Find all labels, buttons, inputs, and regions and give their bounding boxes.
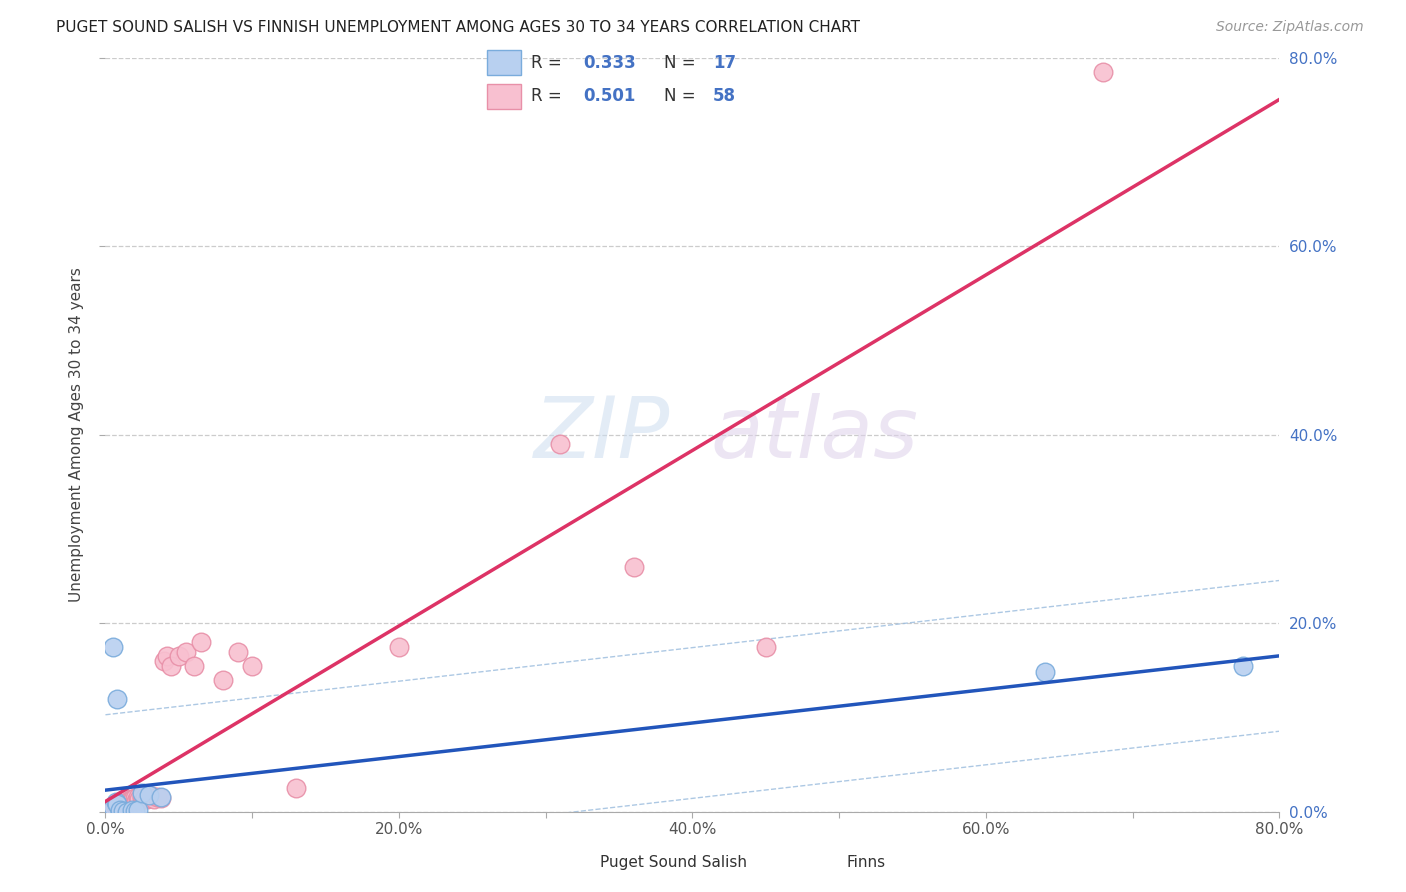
Point (174, 644, 197, 658)
Text: Finns: Finns (846, 855, 886, 870)
Point (101, 800, 124, 814)
Text: Source: ZipAtlas.com: Source: ZipAtlas.com (1216, 20, 1364, 34)
Point (121, 791, 143, 805)
Y-axis label: Unemployment Among Ages 30 to 34 years: Unemployment Among Ages 30 to 34 years (69, 268, 84, 602)
Point (114, 794, 136, 808)
Point (105, 801, 128, 815)
Point (108, 802, 131, 816)
Point (114, 797, 136, 812)
Point (150, 789, 173, 804)
Point (150, 790, 173, 805)
Point (226, 644, 249, 658)
Point (388, 640, 411, 654)
Point (112, 796, 135, 810)
Point (623, 559, 645, 574)
Point (211, 673, 233, 687)
Point (190, 635, 212, 649)
Point (100, 801, 122, 815)
Bar (488, 50, 522, 75)
Bar (488, 84, 522, 109)
Point (121, 803, 143, 817)
Text: 0.333: 0.333 (583, 54, 636, 71)
Text: 0.501: 0.501 (583, 87, 636, 105)
Point (101, 640, 124, 654)
Point (138, 788, 160, 802)
Point (108, 797, 131, 812)
Point (104, 795, 127, 809)
Point (153, 654, 176, 668)
Point (120, 793, 142, 807)
Point (122, 792, 145, 806)
Point (104, 797, 127, 812)
Point (1033, 665, 1056, 680)
Point (167, 649, 190, 664)
Point (128, 792, 150, 806)
Point (142, 791, 165, 805)
Point (121, 795, 143, 809)
Point (146, 789, 169, 804)
Text: N =: N = (664, 87, 700, 105)
Point (124, 790, 146, 805)
Point (755, 640, 778, 654)
Point (127, 789, 149, 804)
Point (134, 789, 156, 804)
Point (124, 804, 146, 818)
Point (112, 804, 135, 818)
Point (131, 786, 153, 800)
Point (240, 658, 263, 673)
Point (285, 781, 308, 796)
Point (105, 798, 128, 813)
Point (117, 796, 139, 810)
Point (125, 794, 148, 808)
Point (124, 793, 146, 807)
Point (108, 803, 131, 817)
Point (107, 799, 129, 814)
Point (141, 789, 163, 803)
Point (131, 789, 153, 803)
Point (135, 792, 157, 806)
Point (108, 795, 131, 809)
Text: N =: N = (664, 54, 700, 71)
Point (156, 649, 179, 664)
Point (127, 803, 149, 817)
Point (98, 803, 121, 817)
Text: 17: 17 (713, 54, 737, 71)
Point (127, 791, 149, 805)
Point (131, 790, 153, 805)
Point (105, 691, 128, 706)
Point (101, 799, 124, 814)
Text: Puget Sound Salish: Puget Sound Salish (600, 855, 748, 870)
Point (117, 805, 139, 819)
Point (104, 800, 127, 814)
Text: atlas: atlas (710, 393, 918, 476)
Point (550, 437, 572, 451)
Text: PUGET SOUND SALISH VS FINNISH UNEMPLOYMENT AMONG AGES 30 TO 34 YEARS CORRELATION: PUGET SOUND SALISH VS FINNISH UNEMPLOYME… (56, 20, 860, 35)
Point (108, 805, 131, 819)
Text: 58: 58 (713, 87, 737, 105)
Point (132, 791, 155, 805)
Point (105, 797, 128, 812)
Point (115, 795, 138, 809)
Point (103, 802, 125, 816)
Point (183, 658, 205, 673)
Point (160, 658, 183, 673)
Point (112, 793, 135, 807)
Point (101, 804, 124, 818)
Text: R =: R = (530, 87, 567, 105)
Text: R =: R = (530, 54, 567, 71)
Point (118, 794, 141, 808)
Text: ZIP: ZIP (534, 393, 671, 476)
Point (138, 790, 160, 805)
Point (117, 792, 139, 806)
Point (110, 798, 132, 813)
Point (1092, 65, 1115, 79)
Point (1232, 658, 1254, 673)
